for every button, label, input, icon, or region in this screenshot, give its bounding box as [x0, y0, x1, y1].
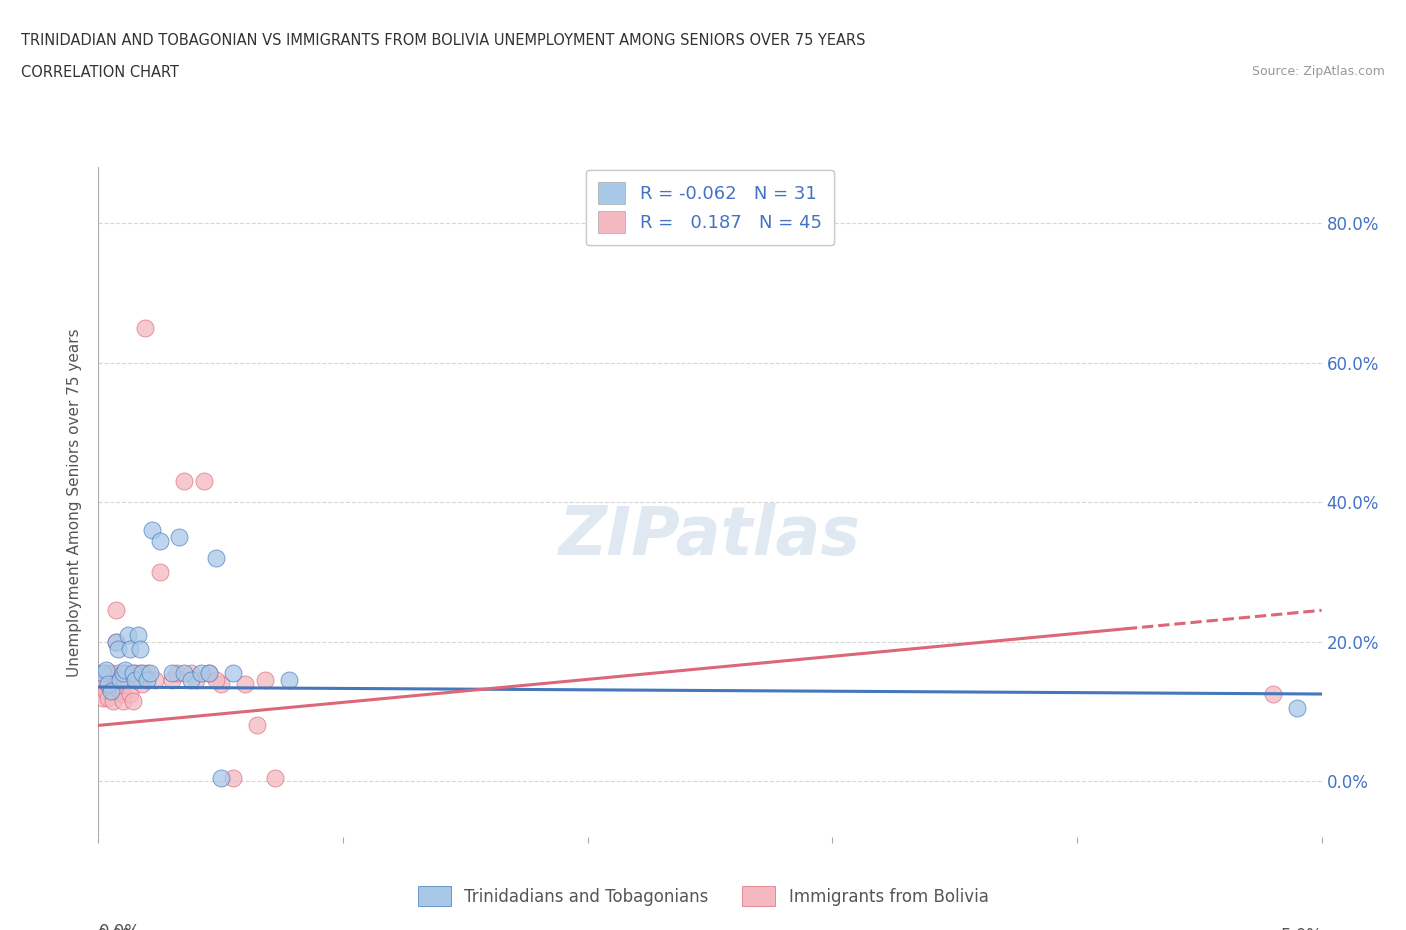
- Point: [91, 690, 114, 705]
- Point: [167, 530, 190, 545]
- Point: [160, 666, 183, 681]
- Point: [111, 686, 134, 701]
- Point: [104, 603, 127, 618]
- Point: [91, 676, 114, 691]
- Point: [209, 676, 232, 691]
- Text: ZIPatlas: ZIPatlas: [560, 503, 860, 568]
- Point: [111, 672, 134, 687]
- Point: [134, 321, 156, 336]
- Point: [205, 672, 228, 687]
- Point: [100, 666, 122, 681]
- Point: [120, 642, 142, 657]
- Point: [117, 672, 139, 687]
- Point: [193, 474, 215, 489]
- Point: [222, 666, 245, 681]
- Point: [114, 666, 136, 681]
- Text: 0.0%: 0.0%: [98, 923, 141, 930]
- Point: [94, 662, 117, 677]
- Point: [246, 718, 269, 733]
- Point: [129, 666, 152, 681]
- Point: [131, 676, 153, 691]
- Point: [1261, 686, 1284, 701]
- Point: [173, 666, 195, 681]
- Point: [233, 676, 256, 691]
- Point: [205, 551, 228, 565]
- Point: [97, 676, 120, 691]
- Point: [127, 672, 149, 687]
- Point: [107, 666, 129, 681]
- Point: [166, 666, 188, 681]
- Point: [149, 533, 172, 548]
- Point: [111, 694, 134, 709]
- Point: [278, 672, 301, 687]
- Point: [180, 666, 202, 681]
- Legend: Trinidadians and Tobagonians, Immigrants from Bolivia: Trinidadians and Tobagonians, Immigrants…: [411, 880, 995, 912]
- Point: [94, 683, 117, 698]
- Point: [90, 666, 112, 681]
- Point: [107, 642, 129, 657]
- Point: [124, 666, 146, 681]
- Point: [101, 683, 124, 698]
- Point: [253, 672, 276, 687]
- Point: [131, 666, 153, 681]
- Point: [141, 523, 163, 538]
- Point: [197, 666, 219, 681]
- Point: [129, 642, 152, 657]
- Y-axis label: Unemployment Among Seniors over 75 years: Unemployment Among Seniors over 75 years: [67, 328, 83, 676]
- Point: [180, 672, 202, 687]
- Point: [127, 628, 149, 643]
- Text: 0.0%: 0.0%: [97, 927, 139, 930]
- Text: TRINIDADIAN AND TOBAGONIAN VS IMMIGRANTS FROM BOLIVIA UNEMPLOYMENT AMONG SENIORS: TRINIDADIAN AND TOBAGONIAN VS IMMIGRANTS…: [21, 33, 866, 47]
- Point: [121, 666, 143, 681]
- Point: [97, 690, 120, 705]
- Point: [111, 666, 134, 681]
- Point: [173, 474, 195, 489]
- Text: 5.0%: 5.0%: [1281, 927, 1323, 930]
- Point: [197, 666, 219, 681]
- Point: [124, 672, 146, 687]
- Point: [104, 634, 127, 649]
- Point: [136, 666, 159, 681]
- Point: [136, 672, 159, 687]
- Point: [120, 686, 142, 701]
- Point: [97, 676, 120, 691]
- Point: [117, 628, 139, 643]
- Point: [139, 666, 162, 681]
- Point: [110, 672, 132, 687]
- Point: [143, 672, 166, 687]
- Point: [107, 676, 129, 691]
- Point: [222, 770, 245, 785]
- Text: Source: ZipAtlas.com: Source: ZipAtlas.com: [1251, 65, 1385, 78]
- Point: [110, 683, 132, 698]
- Point: [190, 666, 212, 681]
- Point: [101, 694, 124, 709]
- Point: [91, 666, 114, 681]
- Point: [100, 683, 122, 698]
- Point: [114, 662, 136, 677]
- Point: [121, 694, 143, 709]
- Point: [263, 770, 285, 785]
- Legend: R = -0.062   N = 31, R =   0.187   N = 45: R = -0.062 N = 31, R = 0.187 N = 45: [586, 170, 834, 246]
- Point: [1286, 700, 1309, 715]
- Point: [149, 565, 172, 579]
- Point: [104, 634, 127, 649]
- Text: CORRELATION CHART: CORRELATION CHART: [21, 65, 179, 80]
- Point: [160, 672, 183, 687]
- Point: [94, 666, 117, 681]
- Point: [186, 672, 208, 687]
- Point: [209, 770, 232, 785]
